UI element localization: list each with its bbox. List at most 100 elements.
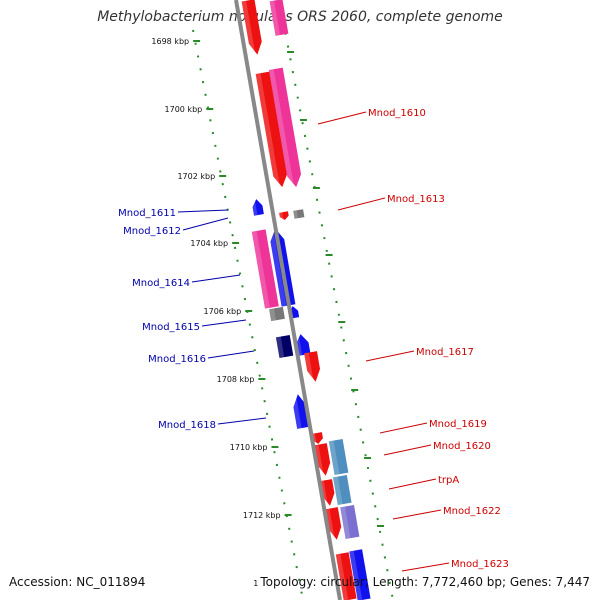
gene-arrow	[255, 71, 288, 188]
ruler-tick-label: 1698 kbp	[151, 37, 189, 46]
label-leader	[317, 111, 367, 125]
gene-arrow	[293, 209, 305, 219]
genome-backbone	[234, 0, 342, 600]
gene-label[interactable]: Mnod_1614	[132, 278, 190, 289]
gene-label[interactable]: Mnod_1619	[429, 419, 487, 430]
gene-arrow	[241, 0, 262, 55]
gene-feature[interactable]	[241, 0, 264, 56]
gene-highlight	[275, 336, 285, 359]
gene-arrow	[275, 334, 294, 359]
gene-highlight	[241, 0, 256, 56]
gene-label[interactable]: trpA	[438, 475, 459, 486]
gene-arrow	[268, 67, 302, 188]
gene-arrow	[319, 479, 335, 506]
gene-label[interactable]: Mnod_1616	[148, 354, 206, 365]
gene-arrow	[340, 505, 360, 539]
label-leader	[392, 509, 442, 520]
label-leader	[191, 274, 241, 283]
gene-feature[interactable]	[293, 209, 305, 219]
gene-feature[interactable]	[251, 229, 279, 309]
feature-layer	[241, 0, 371, 600]
label-leader	[201, 319, 247, 327]
gene-feature[interactable]	[279, 211, 289, 221]
label-leader	[177, 209, 229, 213]
gene-feature[interactable]	[304, 351, 322, 383]
topology-text: Topology: circular; Length: 7,772,460 bp…	[260, 575, 590, 589]
gene-label[interactable]: Mnod_1622	[443, 506, 501, 517]
gene-highlight	[269, 308, 276, 322]
ruler-tick-label: 1704 kbp	[190, 239, 228, 248]
gene-highlight	[255, 73, 281, 189]
ruler-layer: 1698 kbp 1700 kbp 1702 kbp 1704 kbp 1706 kbp…	[151, 19, 394, 600]
ruler-tick-label: 1706 kbp	[204, 307, 242, 316]
label-leader	[217, 417, 267, 425]
gene-highlight	[268, 228, 287, 307]
gene-highlight	[293, 210, 298, 219]
gene-highlight	[251, 230, 270, 309]
ruler-tick-label: 1702 kbp	[177, 172, 215, 181]
label-leader	[379, 422, 428, 434]
gene-feature[interactable]	[255, 71, 289, 189]
label-leader	[207, 350, 255, 359]
gene-label[interactable]: Mnod_1611	[118, 208, 176, 219]
gene-feature[interactable]	[251, 198, 264, 216]
gene-feature[interactable]	[291, 393, 310, 429]
gene-highlight	[269, 0, 281, 36]
gene-feature[interactable]	[328, 439, 349, 475]
accession-text: Accession: NC_011894	[9, 575, 146, 589]
gene-label[interactable]: Mnod_1618	[158, 420, 216, 431]
gene-arrow	[252, 199, 264, 216]
gene-label[interactable]: Mnod_1615	[142, 322, 200, 333]
gene-arrow	[269, 0, 289, 36]
gene-arrow	[295, 334, 311, 356]
label-leader	[401, 562, 450, 572]
gene-arrow	[279, 211, 289, 220]
gene-feature[interactable]	[275, 334, 294, 359]
label-leader	[365, 350, 415, 362]
gene-arrow	[349, 549, 371, 600]
gene-highlight	[335, 553, 349, 600]
ruler-tick-label: 1710 kbp	[230, 443, 268, 452]
gene-label[interactable]: Mnod_1613	[387, 194, 445, 205]
ruler-tick-label: 1712 kbp	[243, 511, 281, 520]
gene-highlight	[304, 352, 314, 383]
gene-arrow	[293, 394, 310, 429]
gene-feature[interactable]	[340, 505, 360, 539]
gene-arrow	[313, 443, 331, 476]
ruler-tick-label: 1700 kbp	[165, 105, 203, 114]
gene-label[interactable]: Mnod_1612	[123, 226, 181, 237]
gene-arrow	[333, 475, 352, 505]
gene-arrow	[269, 306, 285, 322]
ruler-tick-label: 1708 kbp	[217, 375, 255, 384]
gene-feature[interactable]	[269, 306, 285, 322]
gene-highlight	[349, 550, 363, 600]
gene-feature[interactable]	[268, 67, 303, 189]
gene-feature[interactable]	[349, 549, 371, 600]
gene-feature[interactable]	[333, 475, 352, 505]
gene-highlight	[279, 212, 284, 221]
gene-highlight	[268, 69, 295, 189]
gene-arrow	[335, 552, 357, 600]
gene-arrow	[251, 229, 279, 309]
gene-label[interactable]: Mnod_1623	[451, 559, 509, 570]
gene-highlight	[291, 394, 302, 429]
gene-feature[interactable]	[335, 552, 357, 600]
label-layer: Mnod_1610 Mnod_1613 Mnod_1617 Mnod_1619 Mnod…	[118, 108, 509, 572]
gene-label[interactable]: Mnod_1617	[416, 347, 474, 358]
gene-arrow	[328, 439, 349, 475]
gene-label[interactable]: Mnod_1610	[368, 108, 426, 119]
map-title: Methylobacterium nodulans ORS 2060, comp…	[97, 9, 503, 25]
topology-marker: 1	[253, 579, 259, 588]
gene-highlight	[251, 199, 258, 216]
gene-feature[interactable]	[269, 0, 289, 36]
gene-label[interactable]: Mnod_1620	[433, 441, 491, 452]
gene-arrow	[324, 507, 342, 540]
gene-highlight	[340, 506, 351, 539]
gene-highlight	[333, 476, 343, 505]
label-leader	[182, 217, 229, 231]
gene-highlight	[328, 440, 340, 475]
topology-info: 1 Topology: circular; Length: 7,772,460 b…	[253, 575, 590, 589]
label-leader	[383, 444, 432, 456]
gene-arrow	[304, 351, 321, 382]
